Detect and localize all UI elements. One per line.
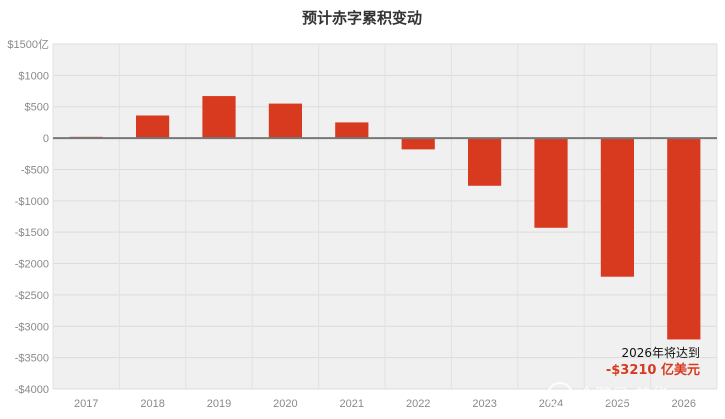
y-tick-label: -$500 xyxy=(21,164,49,176)
y-tick-label: -$3000 xyxy=(15,321,49,333)
y-tick-label: $1000 xyxy=(18,70,49,82)
bar-2018 xyxy=(136,115,170,139)
y-tick-label: -$2000 xyxy=(15,259,49,271)
x-tick-label: 2025 xyxy=(605,398,629,410)
watermark-text: 企鹅号 美华 xyxy=(578,386,668,406)
x-tick-label: 2022 xyxy=(406,398,430,410)
y-tick-label: -$1000 xyxy=(15,196,49,208)
bars xyxy=(69,96,701,340)
x-tick-label: 2026 xyxy=(672,398,696,410)
x-axis-ticks: 2017 2018 2019 2020 2021 2022 2023 2024 2025 2026 xyxy=(74,398,696,410)
bar-2025 xyxy=(600,138,634,277)
x-tick-label: 2018 xyxy=(140,398,164,410)
y-tick-label: -$2500 xyxy=(15,290,49,302)
annotation-line-1: 2026年将达到 xyxy=(621,346,700,360)
watermark-logo-icon xyxy=(547,382,573,408)
x-tick-label: 2023 xyxy=(472,398,496,410)
bar-2019 xyxy=(202,96,236,139)
bar-2023 xyxy=(468,138,502,186)
y-tick-label: $1500亿 xyxy=(7,38,49,51)
x-tick-label: 2019 xyxy=(207,398,231,410)
y-tick-label: 0 xyxy=(43,133,49,145)
bar-2022 xyxy=(401,138,435,150)
y-tick-label: -$3500 xyxy=(15,353,49,365)
annotation-line-2: -$3210 亿美元 xyxy=(606,362,700,378)
chart-title: 预计赤字累积变动 xyxy=(302,9,422,27)
annotation: 2026年将达到 -$3210 亿美元 xyxy=(606,346,700,378)
y-axis-ticks: $1500亿 $1000 $500 0 -$500 -$1000 -$1500 -$2000 -… xyxy=(7,38,49,396)
bar-2021 xyxy=(335,122,369,139)
grid-lines xyxy=(52,43,718,390)
x-tick-label: 2021 xyxy=(340,398,364,410)
x-tick-label: 2020 xyxy=(273,398,297,410)
x-tick-label: 2017 xyxy=(74,398,98,410)
y-tick-label: $500 xyxy=(25,102,49,114)
bar-2024 xyxy=(534,138,568,228)
y-tick-label: -$1500 xyxy=(15,227,49,239)
bar-2020 xyxy=(268,103,302,139)
y-tick-label: -$4000 xyxy=(15,384,49,396)
watermark: 企鹅号 美华 xyxy=(547,382,668,408)
bar-2026 xyxy=(667,138,701,340)
